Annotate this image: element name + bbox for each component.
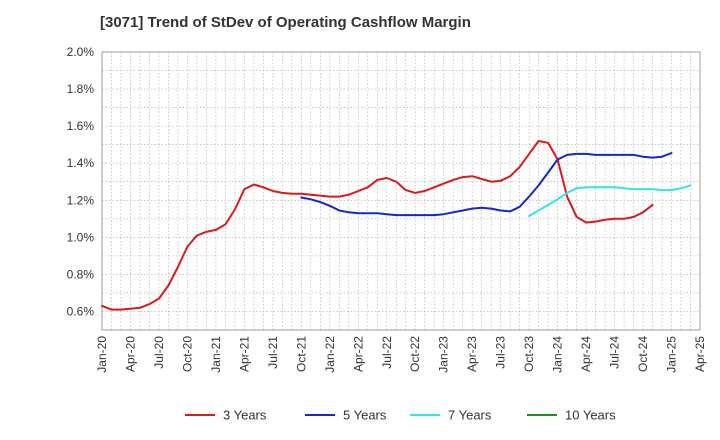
x-tick-label: Jul-20 xyxy=(152,336,166,369)
x-tick-label: Oct-24 xyxy=(636,336,650,372)
legend-label: 10 Years xyxy=(565,408,616,423)
x-tick-label: Jan-21 xyxy=(209,336,223,373)
x-tick-label: Jan-22 xyxy=(323,336,337,373)
y-tick-label: 0.6% xyxy=(67,304,95,318)
x-tick-label: Jan-24 xyxy=(551,336,565,373)
series-lines xyxy=(101,140,692,311)
x-tick-label: Jul-22 xyxy=(380,336,394,369)
x-tick-label: Apr-20 xyxy=(123,336,137,372)
series-line-7-years xyxy=(528,184,692,217)
legend-label: 3 Years xyxy=(223,408,267,423)
x-tick-label: Jul-23 xyxy=(494,336,508,369)
x-tick-label: Apr-23 xyxy=(465,336,479,372)
series-line-3-years xyxy=(101,140,654,311)
x-tick-label: Jan-25 xyxy=(665,336,679,373)
x-tick-label: Jul-24 xyxy=(608,336,622,369)
x-tick-label: Jan-23 xyxy=(437,336,451,373)
chart-title: [3071] Trend of StDev of Operating Cashf… xyxy=(100,14,471,31)
y-tick-label: 1.4% xyxy=(67,156,95,170)
legend: 3 Years 5 Years 7 Years 10 Years xyxy=(185,408,616,423)
x-tick-label: Oct-20 xyxy=(180,336,194,372)
grid-lines xyxy=(101,51,701,331)
x-tick-label: Apr-24 xyxy=(579,336,593,372)
x-tick-label: Apr-21 xyxy=(237,336,251,372)
y-axis: 0.6% 0.8% 1.0% 1.2% 1.4% 1.6% 1.8% 2.0% xyxy=(67,45,95,318)
y-tick-label: 1.8% xyxy=(67,82,95,96)
x-tick-label: Apr-25 xyxy=(693,336,707,372)
y-tick-label: 1.0% xyxy=(67,230,95,244)
legend-label: 7 Years xyxy=(448,408,492,423)
x-tick-label: Jan-20 xyxy=(95,336,109,373)
x-tick-label: Apr-22 xyxy=(351,336,365,372)
plot-area-border xyxy=(101,51,701,331)
x-tick-label: Oct-23 xyxy=(522,336,536,372)
x-tick-label: Oct-22 xyxy=(408,336,422,372)
x-tick-label: Jul-21 xyxy=(266,336,280,369)
y-tick-label: 0.8% xyxy=(67,267,95,281)
y-tick-label: 1.2% xyxy=(67,193,95,207)
x-tick-label: Oct-21 xyxy=(294,336,308,372)
y-tick-label: 1.6% xyxy=(67,119,95,133)
series-line-5-years xyxy=(300,152,673,217)
x-axis: Jan-20 Apr-20 Jul-20 Oct-20 Jan-21 Apr-21 Jul-… xyxy=(95,336,707,373)
y-tick-label: 2.0% xyxy=(67,45,95,59)
legend-label: 5 Years xyxy=(343,408,387,423)
